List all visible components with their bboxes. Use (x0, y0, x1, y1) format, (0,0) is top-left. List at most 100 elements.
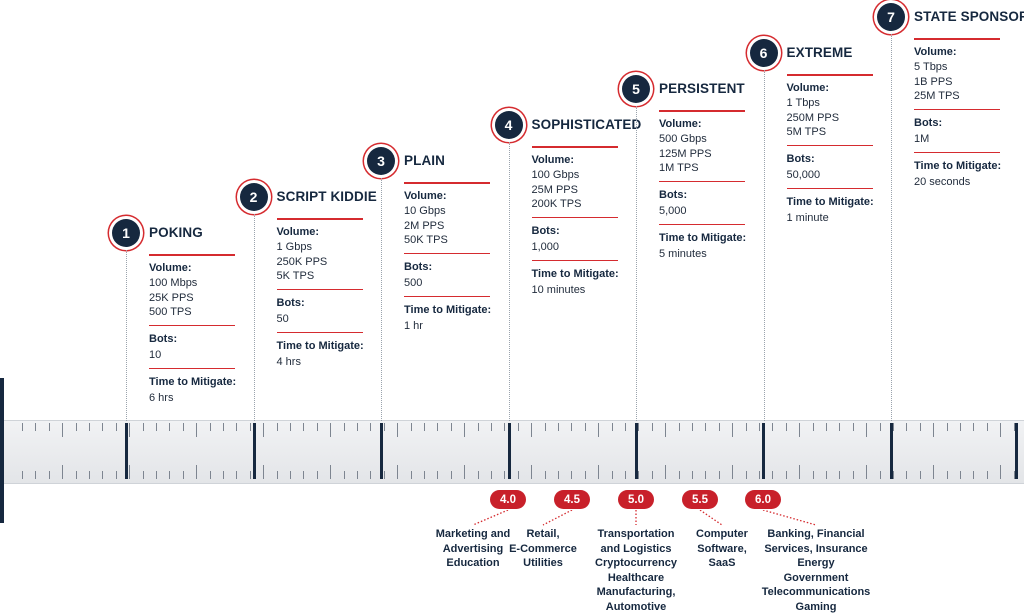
volume-value: 1M TPS (659, 161, 699, 176)
ruler-tick-top (451, 423, 452, 431)
industry-name: Banking, Financial (741, 527, 891, 542)
ruler-tick-top (598, 423, 599, 437)
timeline-ruler (0, 420, 1024, 484)
ruler-tick-top (813, 423, 814, 431)
ruler-tick-top (947, 423, 948, 431)
ruler-tick-top (344, 423, 345, 431)
ruler-tick-top (183, 423, 184, 431)
ruler-tick-bottom (679, 471, 680, 479)
ruler-tick-top (920, 423, 921, 431)
ruler-tick-top (250, 423, 251, 431)
ruler-tick-top (303, 423, 304, 431)
volume-value: 1 Gbps (277, 240, 312, 255)
ruler-tick-bottom (330, 465, 331, 479)
ruler-tick-bottom (411, 471, 412, 479)
volume-label: Volume: (787, 82, 830, 94)
ruler-tick-bottom (236, 471, 237, 479)
industry-connector (471, 510, 510, 528)
time-to-mitigate-label: Time to Mitigate: (914, 160, 1001, 172)
volume-value: 100 Mbps (149, 276, 197, 291)
ruler-tick-bottom (35, 471, 36, 479)
ruler-major-line (508, 423, 511, 479)
ruler-tick-bottom (558, 471, 559, 479)
ruler-tick-bottom (303, 471, 304, 479)
level-badge-5: 5 (622, 75, 650, 103)
ruler-tick-bottom (880, 471, 881, 479)
ruler-tick-bottom (813, 471, 814, 479)
level-title: STATE SPONSORED (914, 9, 1024, 24)
volume-value: 500 TPS (149, 305, 192, 320)
ruler-tick-bottom (116, 471, 117, 479)
ruler-tick-top (571, 423, 572, 431)
risk-score-pill: 6.0 (745, 490, 781, 509)
ruler-tick-top (317, 423, 318, 431)
ruler-tick-top (545, 423, 546, 431)
ruler-tick-bottom (397, 465, 398, 479)
volume-value: 5 Tbps (914, 60, 947, 75)
volume-value: 1B PPS (914, 75, 953, 90)
bots-value: 5,000 (659, 204, 687, 219)
volume-value: 25M PPS (532, 183, 578, 198)
ruler-tick-bottom (183, 471, 184, 479)
ruler-tick-top (799, 423, 800, 437)
timeline-left-bar (0, 378, 4, 523)
ruler-tick-top (76, 423, 77, 431)
ruler-major-line (762, 423, 765, 479)
level-rule (914, 109, 1000, 111)
level-rule (787, 74, 873, 76)
industry-name: Manufacturing, (561, 585, 711, 600)
volume-label: Volume: (532, 154, 575, 166)
ruler-tick-top (397, 423, 398, 437)
ruler-tick-bottom (277, 471, 278, 479)
ruler-tick-top (665, 423, 666, 437)
level-rule (532, 146, 618, 148)
ruler-tick-bottom (759, 471, 760, 479)
level-rule (914, 152, 1000, 154)
time-to-mitigate-value: 1 minute (787, 211, 829, 226)
level-rule (149, 368, 235, 370)
ruler-tick-bottom (772, 471, 773, 479)
level-badge-4: 4 (495, 111, 523, 139)
ruler-tick-top (531, 423, 532, 437)
time-to-mitigate-label: Time to Mitigate: (149, 376, 236, 388)
level-title: SOPHISTICATED (532, 117, 642, 132)
volume-value: 5M TPS (787, 125, 827, 140)
ruler-tick-bottom (143, 471, 144, 479)
level-title: SCRIPT KIDDIE (277, 189, 377, 204)
ruler-tick-top (210, 423, 211, 431)
ruler-tick-bottom (906, 471, 907, 479)
bots-value: 1,000 (532, 240, 560, 255)
ruler-tick-bottom (451, 471, 452, 479)
volume-label: Volume: (914, 46, 957, 58)
ruler-tick-top (290, 423, 291, 431)
volume-label: Volume: (404, 190, 447, 202)
ruler-tick-bottom (156, 471, 157, 479)
ruler-tick-bottom (826, 471, 827, 479)
ruler-tick-bottom (62, 465, 63, 479)
time-to-mitigate-label: Time to Mitigate: (404, 304, 491, 316)
level-rule (404, 182, 490, 184)
level-rule (277, 218, 363, 220)
ruler-tick-bottom (491, 471, 492, 479)
ruler-tick-top (277, 423, 278, 431)
level-connector (764, 70, 765, 421)
time-to-mitigate-value: 4 hrs (277, 355, 301, 370)
ruler-tick-top (129, 423, 130, 437)
ruler-major-line (380, 423, 383, 479)
ruler-tick-bottom (49, 471, 50, 479)
ruler-tick-bottom (22, 471, 23, 479)
ruler-tick-top (370, 423, 371, 431)
ruler-tick-bottom (839, 471, 840, 479)
level-connector (891, 34, 892, 421)
level-rule (277, 289, 363, 291)
level-rule (532, 260, 618, 262)
ruler-tick-top (679, 423, 680, 431)
level-rule (149, 325, 235, 327)
risk-score-pill: 5.0 (618, 490, 654, 509)
ruler-tick-bottom (866, 465, 867, 479)
ruler-tick-bottom (746, 471, 747, 479)
ruler-tick-bottom (357, 471, 358, 479)
level-connector (509, 142, 510, 421)
industry-connector (541, 510, 574, 528)
ruler-tick-bottom (370, 471, 371, 479)
